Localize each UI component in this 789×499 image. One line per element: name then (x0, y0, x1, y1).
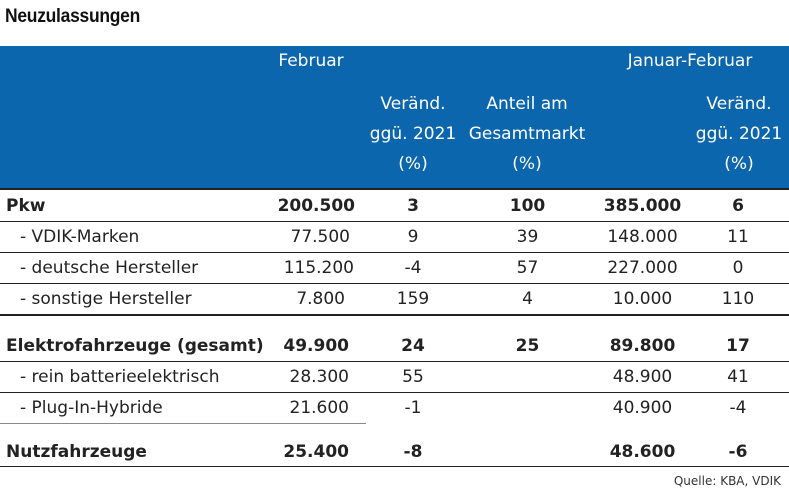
divider (0, 221, 789, 222)
cell-februar: 28.300 (289, 367, 349, 387)
header-change2-line1: Veränd. (706, 94, 772, 114)
cell-change: 3 (407, 196, 419, 216)
cell-januar-februar: 148.000 (607, 227, 678, 247)
header-change-line3: (%) (398, 154, 428, 174)
cell-januar-februar: 48.900 (612, 367, 673, 387)
header-change2-line3: (%) (724, 154, 754, 174)
row-label: - deutsche Hersteller (20, 258, 199, 278)
header-februar: Februar (278, 51, 344, 71)
cell-februar: 115.200 (283, 258, 354, 278)
cell-change-jf: 11 (727, 227, 749, 247)
cell-share: 39 (516, 227, 539, 247)
cell-change-jf: 6 (732, 196, 744, 216)
cell-change-jf: 17 (726, 336, 750, 356)
cell-januar-februar: 40.900 (612, 398, 673, 418)
cell-share (480, 362, 575, 392)
row-label: - VDIK-Marken (20, 227, 140, 247)
divider (0, 314, 789, 316)
header-change-line1: Veränd. (380, 94, 446, 114)
cell-januar-februar: 385.000 (603, 196, 682, 216)
cell-change: -1 (404, 398, 422, 418)
cell-januar-februar: 227.000 (607, 258, 678, 278)
header-januar-februar: Januar-Februar (627, 51, 753, 71)
cell-februar: 25.400 (283, 442, 349, 462)
row-label: - rein batterieelektrisch (20, 367, 220, 387)
page-title: Neuzulassungen (5, 6, 141, 27)
cell-share: 57 (516, 258, 539, 278)
header-share-line2: Gesamtmarkt (468, 124, 586, 144)
row-label: Nutzfahrzeuge (6, 442, 147, 462)
cell-change-jf: 41 (727, 367, 749, 387)
cell-share (480, 437, 575, 467)
cell-change: 24 (401, 336, 425, 356)
header-change-line2: ggü. 2021 (369, 124, 457, 144)
row-label: - Plug-In-Hybride (20, 398, 163, 418)
header-share-line1: Anteil am (486, 94, 568, 114)
cell-januar-februar: 89.800 (609, 336, 676, 356)
cell-februar: 7.800 (296, 289, 345, 309)
cell-change: 55 (402, 367, 424, 387)
divider (0, 361, 789, 362)
cell-change-jf: -4 (729, 398, 747, 418)
cell-change: 9 (407, 227, 419, 247)
cell-februar: 77.500 (290, 227, 350, 247)
cell-februar: 21.600 (289, 398, 349, 418)
cell-januar-februar: 48.600 (609, 442, 676, 462)
source-note: Quelle: KBA, VDIK (673, 474, 781, 488)
cell-change: -4 (404, 258, 422, 278)
divider (0, 392, 789, 393)
row-label: Elektrofahrzeuge (gesamt) (6, 336, 264, 356)
cell-februar: 49.900 (283, 336, 349, 356)
divider (0, 283, 789, 284)
cell-change-jf: -6 (728, 442, 748, 462)
divider (0, 423, 366, 424)
cell-januar-februar: 10.000 (612, 289, 673, 309)
cell-change: 159 (396, 289, 430, 309)
divider (0, 466, 789, 467)
divider (0, 188, 789, 190)
cell-februar: 200.500 (277, 196, 355, 216)
cell-change: -8 (403, 442, 423, 462)
cell-share: 4 (522, 289, 533, 309)
row-label: Pkw (6, 196, 46, 216)
cell-change-jf: 110 (721, 289, 755, 309)
header-change2-line2: ggü. 2021 (695, 124, 783, 144)
table-header: Februar Januar-Februar Veränd. ggü. 2021… (0, 46, 789, 188)
cell-share (480, 393, 575, 423)
cell-change-jf: 0 (732, 258, 744, 278)
header-share-line3: (%) (512, 154, 542, 174)
cell-share: 25 (515, 336, 540, 356)
divider (0, 252, 789, 253)
row-label: - sonstige Hersteller (20, 289, 192, 309)
cell-share: 100 (509, 196, 546, 216)
